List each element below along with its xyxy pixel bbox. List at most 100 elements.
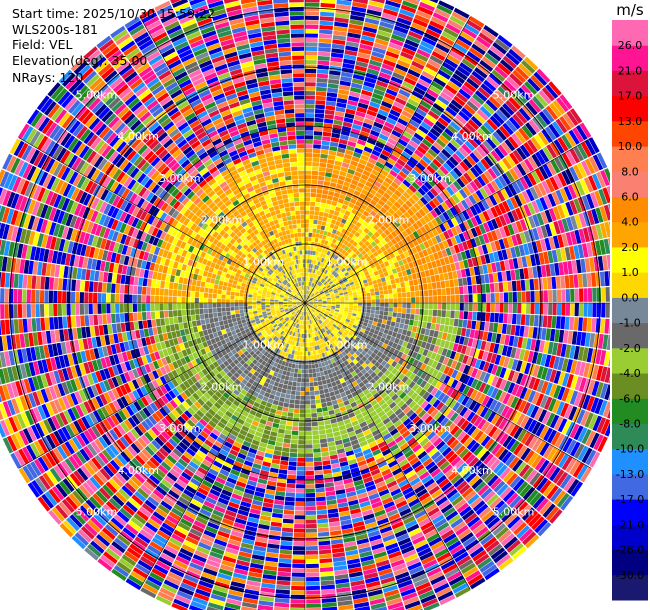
range-gate [331, 132, 341, 139]
range-gate [565, 303, 571, 316]
range-gate [440, 503, 453, 514]
range-gate [326, 294, 331, 298]
range-gate [366, 109, 377, 117]
range-gate [290, 599, 305, 604]
range-gate [376, 221, 383, 228]
range-gate [507, 382, 516, 394]
range-gate [377, 228, 384, 235]
range-gate [314, 317, 318, 322]
range-gate [395, 209, 403, 217]
range-gate [602, 401, 610, 418]
range-gate [502, 122, 514, 136]
range-gate [463, 436, 474, 448]
range-gate [453, 42, 468, 54]
range-gate [374, 38, 389, 46]
range-gate [458, 146, 469, 158]
range-gate [313, 304, 318, 306]
range-gate [427, 230, 435, 239]
range-gate [426, 165, 436, 175]
range-gate [316, 78, 328, 83]
range-gate [565, 217, 574, 231]
range-gate [364, 262, 370, 268]
range-gate [345, 220, 351, 227]
range-gate [476, 36, 491, 49]
range-gate [312, 288, 316, 293]
range-gate [313, 303, 318, 305]
range-gate [274, 495, 285, 501]
range-gate [361, 312, 366, 316]
range-gate [558, 329, 565, 343]
range-gate [416, 339, 423, 347]
range-gate [311, 237, 316, 242]
range-gate [574, 229, 582, 244]
range-gate [572, 462, 585, 478]
range-gate [449, 183, 459, 194]
range-gate [397, 400, 405, 408]
range-gate [459, 286, 464, 295]
range-gate [456, 252, 463, 262]
range-gate [448, 50, 463, 62]
range-gate [567, 330, 573, 345]
range-gate [310, 395, 316, 400]
range-gate [314, 264, 317, 270]
range-gate [518, 63, 533, 77]
range-gate [332, 278, 337, 283]
range-gate [494, 354, 502, 365]
range-gate [306, 563, 319, 569]
range-gate [431, 81, 444, 91]
range-gate [340, 166, 349, 173]
range-gate [325, 105, 336, 111]
range-gate [309, 382, 314, 387]
range-gate [413, 394, 422, 403]
range-gate [326, 298, 331, 301]
range-gate [311, 308, 315, 313]
range-gate [541, 87, 555, 102]
range-gate [419, 296, 425, 303]
range-gate [564, 132, 577, 148]
range-gate [548, 355, 556, 369]
range-gate [372, 321, 378, 326]
range-gate [319, 277, 323, 282]
range-gate [346, 358, 353, 364]
range-gate [454, 69, 468, 81]
range-gate [305, 170, 312, 175]
range-gate [306, 272, 309, 277]
range-gate [349, 349, 355, 356]
range-gate [357, 297, 362, 300]
range-gate [321, 456, 330, 461]
range-gate [429, 344, 436, 352]
range-gate [305, 82, 316, 87]
range-gate [495, 128, 507, 141]
range-gate [425, 461, 436, 471]
range-gate [391, 129, 402, 138]
range-gate [316, 407, 323, 413]
range-gate [450, 138, 461, 150]
range-gate [334, 21, 349, 28]
range-gate [370, 210, 377, 217]
range-gate [606, 334, 610, 351]
range-gate [317, 55, 330, 61]
range-gate [397, 292, 402, 298]
range-gate [435, 138, 447, 148]
range-gate [463, 259, 469, 269]
range-gate [319, 324, 323, 329]
range-gate [443, 221, 451, 231]
range-gate [311, 314, 315, 318]
range-gate [354, 255, 360, 261]
range-gate [329, 141, 339, 147]
range-gate [347, 187, 355, 194]
range-gate [516, 147, 527, 160]
range-gate [360, 273, 366, 278]
range-gate [340, 306, 345, 309]
range-gate [309, 268, 313, 273]
range-gate [320, 580, 335, 586]
range-gate [311, 241, 315, 247]
range-gate [335, 12, 350, 19]
range-gate [493, 322, 499, 333]
range-gate [349, 303, 354, 306]
range-gate [491, 443, 502, 456]
range-gate [581, 447, 593, 464]
range-gate [484, 341, 491, 352]
range-gate [364, 17, 380, 25]
range-gate [489, 312, 495, 323]
